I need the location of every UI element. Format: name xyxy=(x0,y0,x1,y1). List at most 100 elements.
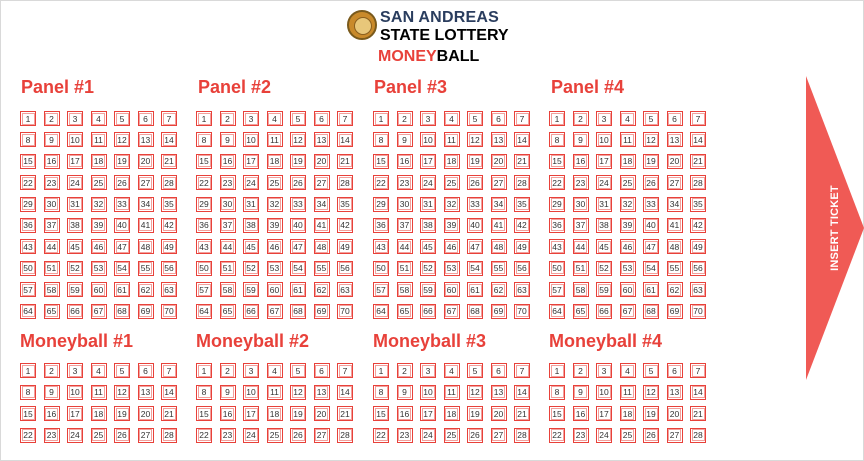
moneyball-number-cell[interactable]: 14 xyxy=(690,384,706,400)
panel-number-cell[interactable]: 2 xyxy=(396,111,413,126)
moneyball-number-cell[interactable]: 5 xyxy=(114,363,130,378)
panel-number-cell[interactable]: 18 xyxy=(619,153,636,169)
panel-number-cell[interactable]: 38 xyxy=(420,217,436,233)
moneyball-number-cell[interactable]: 15 xyxy=(549,406,565,421)
panel-number-cell[interactable]: 55 xyxy=(666,260,683,276)
panel-number-cell[interactable]: 41 xyxy=(137,217,154,233)
moneyball-number-cell[interactable]: 12 xyxy=(114,384,130,400)
panel-number-cell[interactable]: 24 xyxy=(243,175,259,191)
panel-number-cell[interactable]: 28 xyxy=(337,175,353,191)
panel-number-cell[interactable]: 44 xyxy=(219,239,236,255)
panel-number-cell[interactable]: 27 xyxy=(137,175,154,191)
panel-number-cell[interactable]: 40 xyxy=(467,217,483,233)
panel-number-cell[interactable]: 44 xyxy=(572,239,589,255)
moneyball-number-cell[interactable]: 12 xyxy=(290,384,306,400)
moneyball-number-cell[interactable]: 28 xyxy=(690,427,706,443)
panel-number-cell[interactable]: 3 xyxy=(420,111,436,126)
panel-number-cell[interactable]: 35 xyxy=(514,196,530,212)
moneyball-number-cell[interactable]: 19 xyxy=(467,406,483,421)
moneyball-number-cell[interactable]: 21 xyxy=(161,406,177,421)
panel-number-cell[interactable]: 12 xyxy=(643,132,659,148)
panel-number-cell[interactable]: 52 xyxy=(420,260,436,276)
panel-number-cell[interactable]: 18 xyxy=(90,153,107,169)
panel-number-cell[interactable]: 32 xyxy=(443,196,460,212)
panel-number-cell[interactable]: 15 xyxy=(196,153,212,169)
panel-number-cell[interactable]: 67 xyxy=(90,303,107,319)
panel-number-cell[interactable]: 3 xyxy=(596,111,612,126)
panel-number-cell[interactable]: 24 xyxy=(67,175,83,191)
panel-number-cell[interactable]: 12 xyxy=(467,132,483,148)
panel-number-cell[interactable]: 8 xyxy=(373,132,389,148)
panel-number-cell[interactable]: 35 xyxy=(337,196,353,212)
moneyball-number-cell[interactable]: 26 xyxy=(467,427,483,443)
panel-number-cell[interactable]: 67 xyxy=(619,303,636,319)
panel-number-cell[interactable]: 1 xyxy=(20,111,36,126)
panel-number-cell[interactable]: 60 xyxy=(266,282,283,298)
panel-number-cell[interactable]: 1 xyxy=(373,111,389,126)
panel-number-cell[interactable]: 37 xyxy=(572,217,589,233)
panel-number-cell[interactable]: 42 xyxy=(337,217,353,233)
panel-number-cell[interactable]: 61 xyxy=(290,282,306,298)
panel-number-cell[interactable]: 22 xyxy=(373,175,389,191)
panel-number-cell[interactable]: 25 xyxy=(443,175,460,191)
panel-number-cell[interactable]: 29 xyxy=(373,196,389,212)
moneyball-number-cell[interactable]: 2 xyxy=(572,363,589,378)
panel-number-cell[interactable]: 63 xyxy=(514,282,530,298)
moneyball-number-cell[interactable]: 23 xyxy=(572,427,589,443)
panel-number-cell[interactable]: 23 xyxy=(43,175,60,191)
moneyball-number-cell[interactable]: 13 xyxy=(313,384,330,400)
panel-number-cell[interactable]: 19 xyxy=(290,153,306,169)
panel-number-cell[interactable]: 27 xyxy=(490,175,507,191)
panel-number-cell[interactable]: 55 xyxy=(137,260,154,276)
panel-number-cell[interactable]: 3 xyxy=(67,111,83,126)
moneyball-number-cell[interactable]: 21 xyxy=(514,406,530,421)
panel-number-cell[interactable]: 57 xyxy=(549,282,565,298)
panel-number-cell[interactable]: 58 xyxy=(572,282,589,298)
panel-number-cell[interactable]: 39 xyxy=(90,217,107,233)
moneyball-number-cell[interactable]: 25 xyxy=(90,427,107,443)
panel-number-cell[interactable]: 29 xyxy=(549,196,565,212)
panel-number-cell[interactable]: 9 xyxy=(219,132,236,148)
moneyball-number-cell[interactable]: 27 xyxy=(666,427,683,443)
panel-number-cell[interactable]: 17 xyxy=(67,153,83,169)
panel-number-cell[interactable]: 47 xyxy=(114,239,130,255)
moneyball-number-cell[interactable]: 21 xyxy=(690,406,706,421)
panel-number-cell[interactable]: 45 xyxy=(243,239,259,255)
moneyball-number-cell[interactable]: 25 xyxy=(619,427,636,443)
panel-number-cell[interactable]: 12 xyxy=(290,132,306,148)
panel-number-cell[interactable]: 22 xyxy=(20,175,36,191)
panel-number-cell[interactable]: 35 xyxy=(161,196,177,212)
moneyball-number-cell[interactable]: 10 xyxy=(596,384,612,400)
moneyball-number-cell[interactable]: 8 xyxy=(196,384,212,400)
panel-number-cell[interactable]: 21 xyxy=(337,153,353,169)
moneyball-number-cell[interactable]: 20 xyxy=(490,406,507,421)
moneyball-number-cell[interactable]: 21 xyxy=(337,406,353,421)
panel-number-cell[interactable]: 41 xyxy=(313,217,330,233)
panel-number-cell[interactable]: 44 xyxy=(396,239,413,255)
moneyball-number-cell[interactable]: 27 xyxy=(490,427,507,443)
panel-number-cell[interactable]: 70 xyxy=(690,303,706,319)
panel-number-cell[interactable]: 42 xyxy=(161,217,177,233)
moneyball-number-cell[interactable]: 10 xyxy=(243,384,259,400)
panel-number-cell[interactable]: 31 xyxy=(596,196,612,212)
panel-number-cell[interactable]: 20 xyxy=(137,153,154,169)
panel-number-cell[interactable]: 61 xyxy=(114,282,130,298)
panel-number-cell[interactable]: 2 xyxy=(219,111,236,126)
moneyball-number-cell[interactable]: 24 xyxy=(596,427,612,443)
panel-number-cell[interactable]: 20 xyxy=(490,153,507,169)
moneyball-number-cell[interactable]: 24 xyxy=(420,427,436,443)
panel-number-cell[interactable]: 12 xyxy=(114,132,130,148)
panel-number-cell[interactable]: 19 xyxy=(643,153,659,169)
panel-number-cell[interactable]: 9 xyxy=(572,132,589,148)
panel-number-cell[interactable]: 56 xyxy=(337,260,353,276)
panel-number-cell[interactable]: 54 xyxy=(290,260,306,276)
panel-number-cell[interactable]: 33 xyxy=(114,196,130,212)
moneyball-number-cell[interactable]: 4 xyxy=(619,363,636,378)
panel-number-cell[interactable]: 54 xyxy=(643,260,659,276)
panel-number-cell[interactable]: 20 xyxy=(666,153,683,169)
panel-number-cell[interactable]: 17 xyxy=(243,153,259,169)
moneyball-number-cell[interactable]: 7 xyxy=(161,363,177,378)
moneyball-number-cell[interactable]: 13 xyxy=(490,384,507,400)
panel-number-cell[interactable]: 46 xyxy=(90,239,107,255)
moneyball-number-cell[interactable]: 8 xyxy=(549,384,565,400)
